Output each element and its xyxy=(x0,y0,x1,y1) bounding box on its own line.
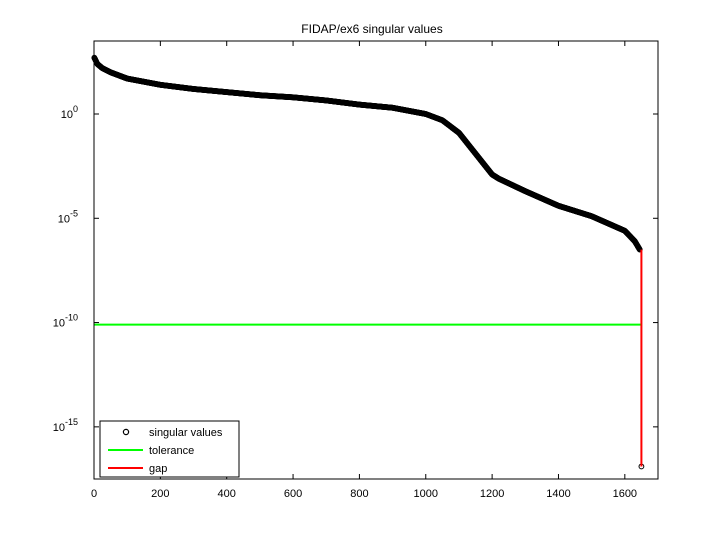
chart-title: FIDAP/ex6 singular values xyxy=(301,22,442,36)
legend-label: gap xyxy=(149,463,167,475)
x-axis: 0 200 400 600 800 1000 1200 1400 1600 xyxy=(91,41,637,500)
x-tick-label: 800 xyxy=(350,488,368,500)
x-tick-label: 1600 xyxy=(613,488,637,500)
y-tick-exponent: 0 xyxy=(73,104,78,114)
y-tick-label: 10-10 xyxy=(53,313,78,330)
x-tick-label: 400 xyxy=(218,488,236,500)
plot-area xyxy=(91,54,645,470)
legend-label: tolerance xyxy=(149,445,194,457)
legend-marker-singular-values xyxy=(122,428,130,436)
y-tick-exponent: -5 xyxy=(70,208,78,218)
y-tick-label: 100 xyxy=(61,104,78,121)
y-tick-base: 10 xyxy=(53,318,65,330)
x-tick-label: 0 xyxy=(91,488,97,500)
plot-frame xyxy=(93,40,659,480)
y-tick-label: 10-5 xyxy=(58,208,78,225)
x-tick-label: 1000 xyxy=(414,488,438,500)
legend-label: singular values xyxy=(149,427,223,439)
y-tick-exponent: -10 xyxy=(65,313,78,323)
y-tick-label: 10-15 xyxy=(53,417,78,434)
y-tick-base: 10 xyxy=(61,109,73,121)
x-tick-label: 1400 xyxy=(546,488,570,500)
x-tick-label: 600 xyxy=(284,488,302,500)
y-tick-base: 10 xyxy=(53,422,65,434)
singular-value-point xyxy=(636,246,643,253)
y-tick-exponent: -15 xyxy=(65,417,78,427)
x-tick-label: 200 xyxy=(151,488,169,500)
x-tick-label: 1200 xyxy=(480,488,504,500)
legend: singular values tolerance gap xyxy=(99,420,240,478)
y-tick-base: 10 xyxy=(58,213,70,225)
